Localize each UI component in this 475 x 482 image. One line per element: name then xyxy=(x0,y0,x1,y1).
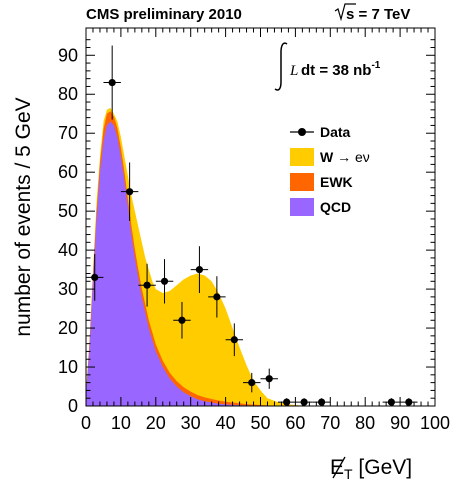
data-point xyxy=(208,276,226,318)
lumi-value: dt = 38 nb xyxy=(301,62,371,79)
svg-text:ET [GeV]: ET [GeV] xyxy=(330,456,412,482)
legend-item-qcd: QCD xyxy=(290,198,351,216)
x-tick-label: 10 xyxy=(111,413,131,433)
energy-label: s = 7 TeV xyxy=(334,3,410,23)
data-point xyxy=(155,259,174,304)
data-point-marker xyxy=(213,293,221,301)
legend-wenu-suffix: eν xyxy=(351,149,370,165)
x-tick-label: 20 xyxy=(146,413,166,433)
data-point xyxy=(225,323,244,357)
integral-sign xyxy=(274,42,288,91)
x-tick-label: 100 xyxy=(420,413,450,433)
lumi-exponent: -1 xyxy=(371,60,380,71)
x-tick-label: 90 xyxy=(390,413,410,433)
data-point-marker xyxy=(108,78,116,87)
data-point-marker xyxy=(195,266,204,274)
data-point-marker xyxy=(143,281,151,289)
experiment-label: CMS preliminary 2010 xyxy=(86,6,242,23)
data-point-marker xyxy=(405,398,413,406)
legend-ewk-label: EWK xyxy=(320,174,353,190)
svg-text:W → eν: W → eν xyxy=(320,149,370,165)
data-point xyxy=(120,162,139,221)
legend-wenu-swatch xyxy=(290,148,314,166)
energy-value: = 7 TeV xyxy=(354,6,410,23)
legend-item-ewk: EWK xyxy=(290,173,353,191)
data-point-marker xyxy=(387,398,395,406)
x-tick-labels: 0 10 20 30 40 50 60 70 80 90 100 xyxy=(81,413,450,433)
legend-item-wenu: W → eν xyxy=(290,148,370,166)
legend-data-marker xyxy=(298,128,306,136)
x-tick-label: 40 xyxy=(216,413,236,433)
svg-text:dt = 38 nb-1: dt = 38 nb-1 xyxy=(301,60,381,79)
data-series xyxy=(86,45,418,406)
y-tick-label: 50 xyxy=(58,201,78,221)
data-point-marker xyxy=(300,398,308,406)
y-tick-label: 80 xyxy=(58,84,78,104)
y-tick-label: 10 xyxy=(58,357,78,377)
data-point xyxy=(86,254,104,301)
wenu-stack-area xyxy=(86,107,435,407)
data-point xyxy=(190,246,209,293)
x-tick-label: 70 xyxy=(320,413,340,433)
data-point xyxy=(173,301,191,339)
x-tick-label: 30 xyxy=(181,413,201,433)
y-tick-label: 0 xyxy=(68,396,78,416)
x-tick-label: 0 xyxy=(81,413,91,433)
x-tick-label: 80 xyxy=(355,413,375,433)
data-point xyxy=(243,372,261,393)
data-point-marker xyxy=(265,375,273,383)
lumi-symbol: L xyxy=(289,63,298,79)
plot-area xyxy=(85,27,436,407)
sqrt-sign xyxy=(334,3,356,22)
x-tick-label: 50 xyxy=(250,413,270,433)
data-point-marker xyxy=(126,188,134,196)
y-tick-label: 60 xyxy=(58,162,78,182)
data-point-marker xyxy=(248,379,256,387)
x-axis-symbol: E xyxy=(330,456,344,479)
legend-wenu-arrow: → xyxy=(337,149,351,165)
legend-ewk-swatch xyxy=(290,173,314,191)
qcd-stack-area xyxy=(86,121,435,406)
axis-ticks xyxy=(85,28,436,407)
legend-qcd-label: QCD xyxy=(320,199,351,215)
data-point xyxy=(103,45,121,120)
data-point-marker xyxy=(160,277,169,285)
y-tick-label: 20 xyxy=(58,318,78,338)
x-axis-subscript: T xyxy=(344,466,353,482)
legend: Data W → eν EWK QCD xyxy=(290,124,370,216)
legend-wenu-prefix: W xyxy=(320,149,337,165)
data-point-marker xyxy=(230,336,238,344)
y-tick-label: 70 xyxy=(58,123,78,143)
y-tick-label: 40 xyxy=(58,240,78,260)
y-tick-labels: 0 10 20 30 40 50 60 70 80 90 xyxy=(58,45,78,416)
data-point-marker xyxy=(317,398,326,406)
svg-text:s = 7 TeV: s = 7 TeV xyxy=(346,6,410,23)
y-tick-label: 90 xyxy=(58,45,78,65)
y-axis-label: number of events / 5 GeV xyxy=(12,97,35,336)
data-point-marker xyxy=(91,273,99,282)
legend-data-label: Data xyxy=(320,124,351,140)
data-point-marker xyxy=(283,398,291,406)
x-axis-label: ET [GeV] xyxy=(330,456,412,482)
data-point-marker xyxy=(178,316,186,324)
legend-qcd-swatch xyxy=(290,198,314,216)
x-axis-slash xyxy=(332,456,346,479)
energy-sqrt-symbol: s xyxy=(346,6,354,23)
data-point xyxy=(138,263,156,307)
data-point xyxy=(277,398,296,406)
legend-item-data: Data xyxy=(290,124,351,140)
x-axis-unit: [GeV] xyxy=(353,456,413,479)
data-point xyxy=(260,368,278,389)
y-tick-label: 30 xyxy=(58,279,78,299)
x-tick-label: 60 xyxy=(285,413,305,433)
luminosity-label: L dt = 38 nb-1 xyxy=(274,42,381,91)
